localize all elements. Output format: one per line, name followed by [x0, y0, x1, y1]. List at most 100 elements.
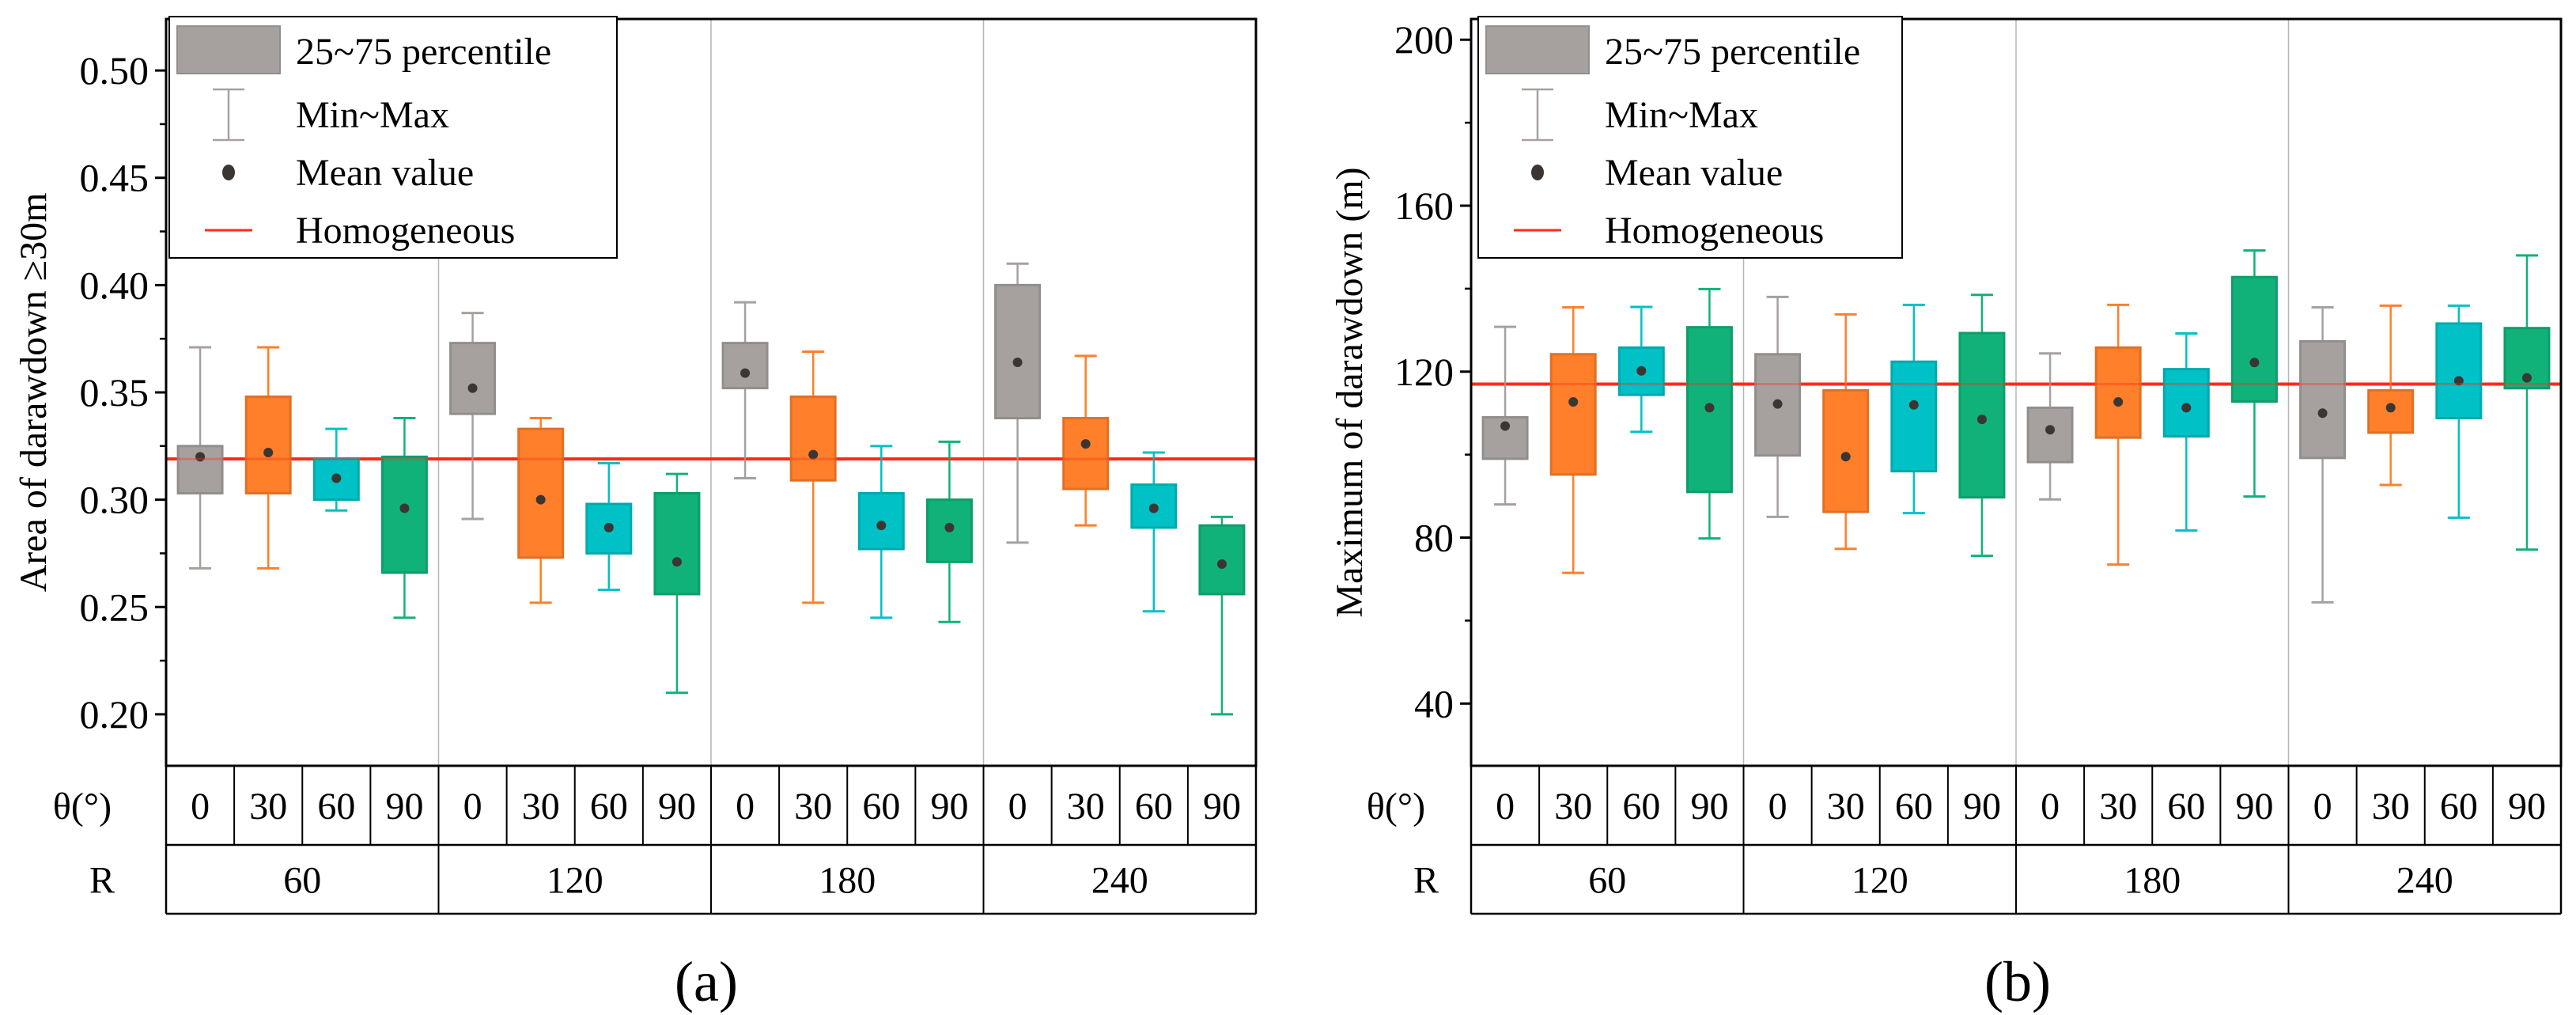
box-plot-r60-theta30 — [244, 346, 292, 570]
iqr-box — [244, 395, 292, 494]
y-tick-label: 0.35 — [80, 370, 149, 415]
mean-point — [467, 383, 478, 393]
iqr-box — [789, 395, 837, 482]
box-plot-r180-theta30 — [2094, 303, 2142, 566]
r-label: 180 — [2124, 860, 2181, 902]
iqr-box — [2094, 346, 2142, 439]
theta-label: 0 — [1768, 786, 1787, 828]
mean-point — [1772, 399, 1783, 409]
legend: 25~75 percentile Min~Max Mean value Homogen… — [168, 16, 618, 259]
legend-whisker-label: Min~Max — [296, 94, 449, 136]
iqr-box — [1958, 331, 2006, 499]
iqr-box — [517, 427, 565, 559]
box-plot-r120-theta90 — [653, 472, 701, 695]
mean-point — [2045, 425, 2056, 435]
mean-point — [2249, 358, 2260, 368]
mean-point — [944, 522, 955, 532]
box-plot-r120-theta0 — [1754, 295, 1802, 518]
box-plot-r240-theta90 — [1198, 515, 1246, 716]
theta-label: 0 — [1496, 786, 1515, 828]
mean-point — [671, 557, 682, 567]
r-label: 180 — [819, 860, 876, 902]
mean-point — [263, 447, 274, 457]
theta-label: 0 — [2041, 786, 2060, 828]
iqr-box — [1062, 417, 1110, 490]
box-plot-r60-theta0 — [1481, 325, 1529, 506]
legend-mean-label: Mean value — [1605, 152, 1783, 194]
y-tick-label: 0.25 — [80, 585, 149, 629]
iqr-box — [2230, 275, 2278, 403]
legend-box-swatch — [1485, 25, 1590, 74]
mean-point — [1840, 452, 1851, 462]
mean-point — [2521, 373, 2532, 383]
theta-label: 60 — [2167, 786, 2205, 828]
mean-point — [2113, 397, 2124, 407]
box-plot-r180-theta0 — [2026, 352, 2074, 501]
theta-label: 60 — [1622, 786, 1660, 828]
box-plot-r180-theta60 — [857, 445, 905, 619]
y-tick-label: 200 — [1394, 17, 1454, 62]
box-plot-r180-theta30 — [789, 350, 837, 604]
iqr-box — [994, 283, 1042, 420]
y-tick-label: 120 — [1394, 350, 1454, 394]
legend-box-label: 25~75 percentile — [1605, 31, 1860, 73]
theta-label: 90 — [1963, 786, 2001, 828]
iqr-box — [1890, 360, 1938, 473]
iqr-box — [721, 342, 769, 390]
r-label: 120 — [547, 860, 603, 902]
box-plot-r180-theta90 — [925, 440, 973, 623]
iqr-box — [2299, 339, 2347, 460]
legend-mean-label: Mean value — [296, 152, 474, 194]
theta-label: 90 — [1690, 786, 1728, 828]
y-tick-label: 80 — [1414, 516, 1454, 560]
legend-box-swatch — [176, 25, 281, 74]
iqr-box — [653, 491, 701, 596]
y-tick-label: 0.40 — [80, 263, 149, 307]
legend-frame — [168, 16, 618, 259]
chart-panel-b: 40 80 120 160 200 Maximum of darawdown (m) 0 30… — [1329, 16, 2563, 1013]
mean-point — [195, 452, 206, 462]
mean-point — [1976, 415, 1987, 425]
box-plot-r120-theta30 — [517, 417, 565, 604]
y-axis-title: Area of darawdown ≥30m — [13, 193, 55, 593]
iqr-box — [1822, 388, 1870, 513]
r-row-label: R — [1413, 860, 1439, 902]
y-tick-label: 0.30 — [80, 478, 149, 522]
box-plot-r60-theta0 — [176, 346, 224, 570]
mean-point — [1148, 503, 1159, 513]
y-axis-title: Maximum of darawdown (m) — [1329, 167, 1371, 617]
theta-label: 90 — [658, 786, 696, 828]
box-plot-r240-theta30 — [1062, 354, 1110, 527]
mean-point — [1216, 559, 1227, 570]
r-label: 240 — [2396, 860, 2453, 902]
mean-point — [603, 522, 614, 532]
legend-whisker-label: Min~Max — [1605, 94, 1758, 136]
box-plot-r240-theta30 — [2367, 304, 2415, 487]
box-plot-r120-theta90 — [1958, 294, 2006, 558]
mean-point — [2385, 403, 2396, 413]
mean-point — [1908, 400, 1919, 410]
y-tick-label: 0.45 — [80, 156, 149, 200]
mean-point — [331, 473, 342, 483]
theta-label: 60 — [2440, 786, 2478, 828]
box-plot-r240-theta0 — [994, 262, 1042, 544]
legend: 25~75 percentile Min~Max Mean value Homogen… — [1477, 16, 1903, 259]
theta-label: 30 — [2099, 786, 2137, 828]
box-plot-r180-theta90 — [2230, 249, 2278, 498]
theta-label: 30 — [249, 786, 287, 828]
mean-point — [1704, 403, 1715, 413]
mean-point — [2181, 403, 2192, 413]
box-plot-r60-theta90 — [1685, 287, 1733, 540]
legend-box-label: 25~75 percentile — [296, 31, 551, 73]
box-plot-r120-theta30 — [1822, 312, 1870, 551]
box-plot-r60-theta60 — [1617, 305, 1665, 434]
theta-label: 90 — [385, 786, 423, 828]
theta-label: 60 — [1135, 786, 1173, 828]
theta-label: 60 — [1895, 786, 1933, 828]
iqr-box — [1549, 353, 1597, 476]
theta-label: 60 — [590, 786, 628, 828]
legend-homogeneous-label: Homogeneous — [1605, 210, 1824, 252]
r-label: 240 — [1091, 860, 1148, 902]
mean-point — [876, 521, 887, 531]
theta-label: 30 — [2372, 786, 2410, 828]
